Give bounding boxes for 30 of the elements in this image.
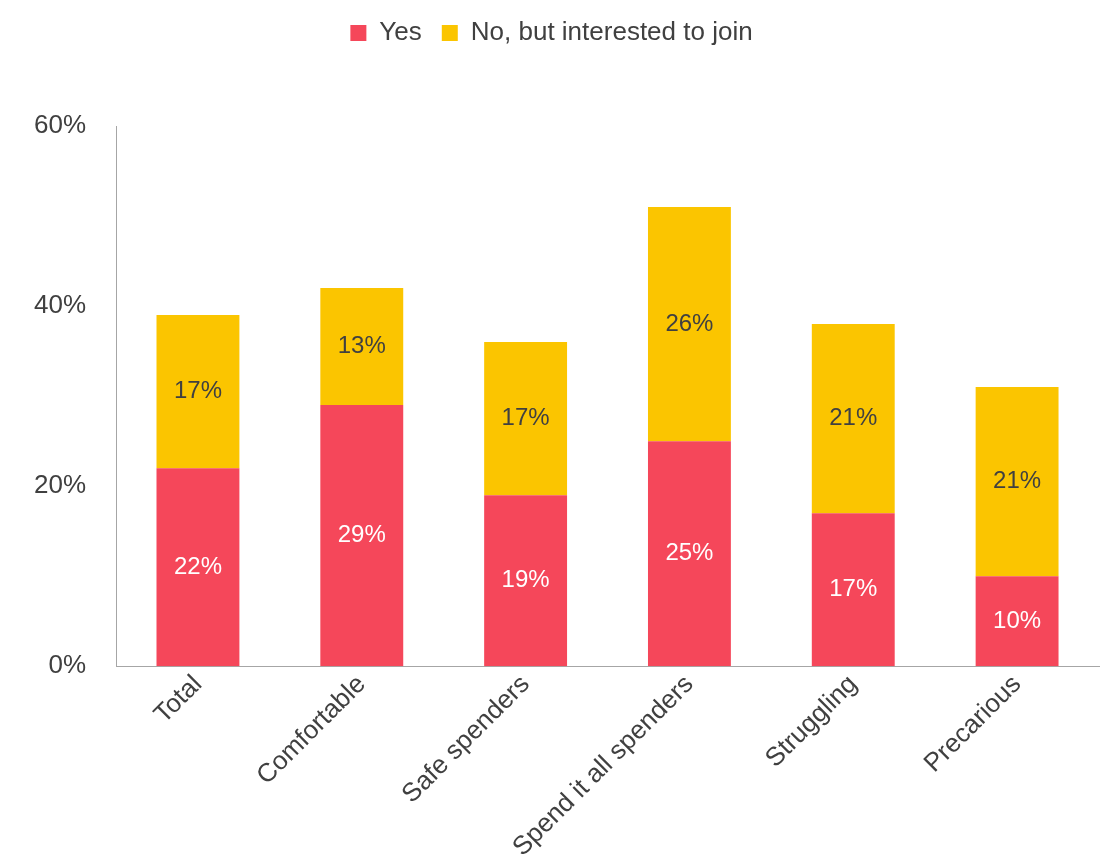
legend-label: Yes [379, 16, 422, 47]
data-label: 26% [665, 308, 714, 336]
bar [320, 405, 404, 667]
bar [647, 441, 731, 667]
data-label: 22% [173, 551, 222, 579]
legend-label: No, but interested to join [470, 16, 753, 47]
bar [156, 315, 240, 469]
data-label: 17% [829, 574, 878, 602]
bar [647, 207, 731, 442]
data-label: 17% [501, 403, 550, 431]
y-tick-label: 0% [48, 649, 87, 680]
data-label: 21% [829, 403, 878, 431]
data-label: 17% [173, 376, 222, 404]
bar [811, 513, 895, 667]
data-label: 13% [337, 331, 386, 359]
bar [484, 495, 568, 667]
bar [320, 288, 404, 406]
bar [975, 576, 1059, 667]
y-tick-label: 20% [33, 469, 87, 500]
data-label: 10% [993, 605, 1042, 633]
bar [975, 387, 1059, 577]
bar [484, 342, 568, 496]
y-tick-label: 60% [33, 109, 87, 140]
data-label: 29% [337, 520, 386, 548]
data-label: 25% [665, 538, 714, 566]
bar [156, 468, 240, 667]
y-tick-label: 40% [33, 289, 87, 320]
data-label: 19% [501, 565, 550, 593]
bar [811, 324, 895, 514]
data-label: 21% [993, 466, 1042, 494]
